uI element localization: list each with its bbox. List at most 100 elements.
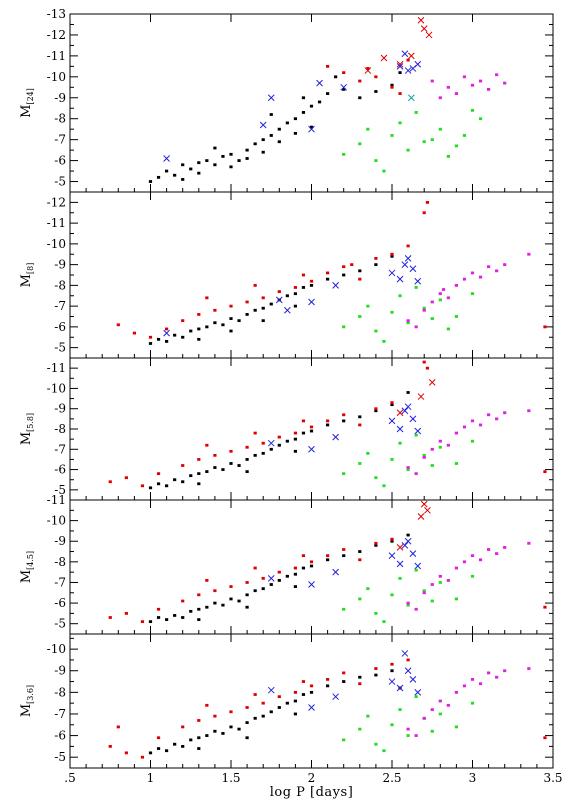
data-point <box>245 706 249 709</box>
data-point <box>446 327 450 331</box>
data-point <box>245 581 249 584</box>
data-point <box>293 566 297 570</box>
data-point <box>527 541 531 545</box>
data-point <box>269 447 273 451</box>
data-point <box>374 90 378 93</box>
data-point <box>470 439 475 443</box>
data-point <box>342 671 346 675</box>
data-point <box>382 749 386 753</box>
data-point-cross <box>396 684 404 692</box>
data-point <box>197 313 201 316</box>
data-point <box>454 315 458 318</box>
data-point <box>205 605 209 609</box>
data-point <box>253 693 257 696</box>
data-point <box>165 327 169 331</box>
x-tick-label: 2.5 <box>382 771 401 785</box>
data-point-cross <box>340 83 348 91</box>
data-point <box>382 169 386 173</box>
data-point <box>326 64 330 68</box>
data-point <box>309 690 314 694</box>
data-point <box>438 127 442 131</box>
data-point <box>221 155 225 158</box>
data-point <box>470 419 475 423</box>
data-point <box>406 58 410 62</box>
data-point <box>487 265 491 269</box>
data-point-cross <box>267 686 275 694</box>
data-point <box>487 671 491 675</box>
y-tick-label: -10 <box>47 237 66 251</box>
y-axis-label-main: M <box>19 274 34 287</box>
data-point <box>374 263 378 267</box>
data-point <box>293 131 297 135</box>
data-point <box>301 554 306 558</box>
data-point <box>358 550 362 553</box>
data-point-cross <box>404 403 412 411</box>
data-point <box>309 279 314 283</box>
y-axis-label-main: M <box>19 432 34 445</box>
data-point <box>422 453 426 457</box>
data-point <box>406 658 410 662</box>
data-point-cross <box>396 425 404 433</box>
data-point <box>245 736 249 740</box>
data-point <box>342 548 346 551</box>
data-point <box>425 200 430 204</box>
data-point <box>374 407 378 411</box>
data-point <box>406 734 410 737</box>
data-point <box>293 437 297 441</box>
y-axis-label-main: M <box>19 105 34 118</box>
data-point <box>374 541 378 545</box>
data-point <box>390 458 394 461</box>
points-layer <box>108 500 547 624</box>
data-point <box>293 304 297 308</box>
data-point <box>261 319 265 323</box>
data-point <box>358 269 362 273</box>
data-point <box>140 620 145 624</box>
data-point <box>205 325 209 329</box>
data-point <box>221 323 225 327</box>
data-point <box>478 117 483 121</box>
data-point <box>108 480 112 484</box>
data-point-cross <box>417 393 425 400</box>
data-point-cross <box>407 52 415 60</box>
data-point <box>503 81 507 85</box>
data-point <box>350 263 354 267</box>
data-point <box>301 566 306 570</box>
data-point <box>446 703 450 707</box>
data-point <box>205 443 209 447</box>
data-point-cross <box>283 306 291 314</box>
x-tick-label: 3.5 <box>543 771 562 785</box>
data-point <box>173 333 177 337</box>
y-tick-label: -12 <box>47 195 66 209</box>
y-tick-label: -13 <box>47 7 66 21</box>
data-point <box>390 539 394 543</box>
data-point-cross <box>425 31 433 39</box>
data-point <box>173 742 177 746</box>
data-point <box>189 738 193 742</box>
data-point <box>181 335 185 339</box>
data-point <box>124 611 128 615</box>
data-point <box>503 411 507 415</box>
y-tick-label: -10 <box>47 70 66 84</box>
data-point <box>438 712 442 716</box>
data-point <box>414 111 418 114</box>
data-point <box>414 286 418 289</box>
data-point <box>213 453 217 457</box>
data-point <box>261 576 265 580</box>
data-point <box>438 581 442 584</box>
data-point <box>462 425 467 429</box>
data-point-cross <box>409 676 417 683</box>
y-tick-label: -9 <box>54 534 66 548</box>
data-point <box>261 714 265 718</box>
data-point <box>205 579 209 582</box>
y-axis-label: M[8] <box>19 263 35 288</box>
data-point <box>205 470 209 473</box>
data-point <box>366 451 370 455</box>
data-point <box>189 167 193 171</box>
y-tick-label: -8 <box>54 112 66 126</box>
data-point <box>390 662 394 666</box>
data-point <box>293 585 297 588</box>
y-tick-label: -10 <box>47 642 66 656</box>
data-point <box>374 159 378 162</box>
data-point <box>165 618 169 621</box>
data-point <box>398 71 402 75</box>
